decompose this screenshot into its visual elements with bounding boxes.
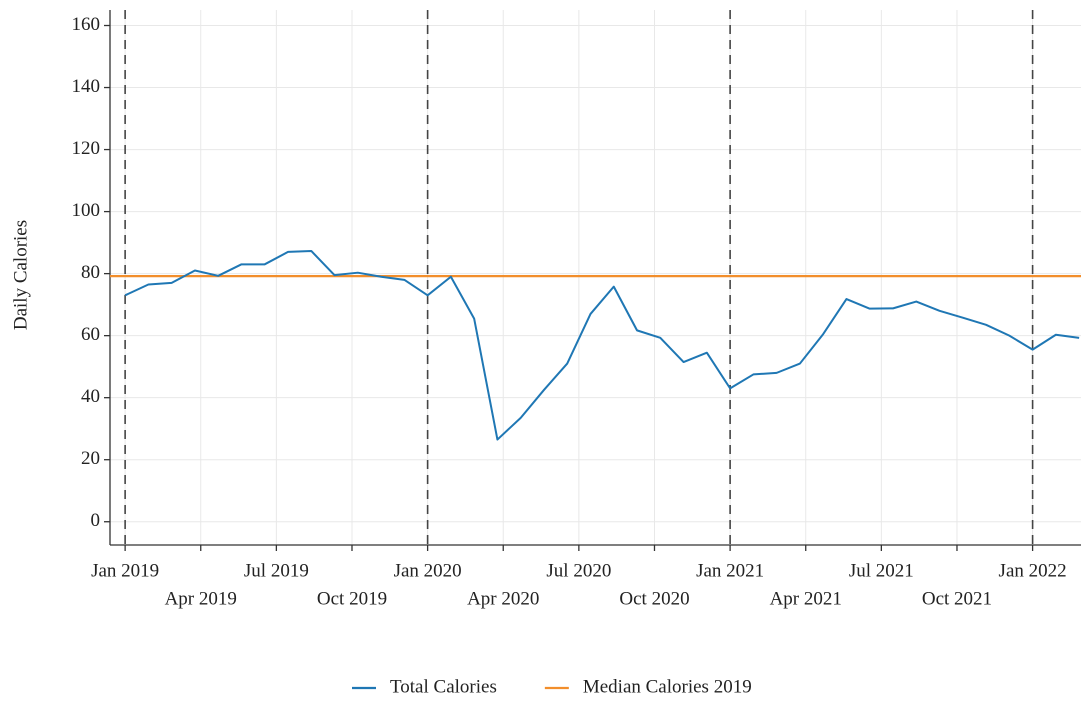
data-line [124, 249, 1080, 441]
y-tick-label: 160 [72, 14, 101, 35]
y-tick-label: 40 [81, 386, 100, 407]
y-tick-label: 120 [72, 138, 101, 159]
x-tick-label: Jan 2019 [91, 560, 159, 581]
x-tick-label: Apr 2019 [165, 588, 237, 609]
x-tick-label: Jan 2020 [394, 560, 462, 581]
x-tick-label: Jan 2021 [696, 560, 764, 581]
x-tick-label: Jul 2020 [546, 560, 611, 581]
y-tick-label: 20 [81, 448, 100, 469]
x-tick-label: Apr 2021 [770, 588, 842, 609]
y-tick-label: 60 [81, 324, 100, 345]
y-tick-label: 140 [72, 76, 101, 97]
x-tick-label: Oct 2019 [317, 588, 387, 609]
x-tick-label: Oct 2021 [922, 588, 992, 609]
x-tick-label: Oct 2020 [619, 588, 689, 609]
y-tick-label: 80 [81, 262, 100, 283]
x-tick-label: Jul 2019 [244, 560, 309, 581]
y-axis-label: Daily Calories [10, 220, 31, 330]
x-tick-label: Jul 2021 [849, 560, 914, 581]
y-tick-label: 100 [72, 200, 101, 221]
x-tick-label: Apr 2020 [467, 588, 539, 609]
x-tick-label: Jan 2022 [999, 560, 1067, 581]
legend-label: Total Calories [390, 676, 497, 697]
y-tick-label: 0 [91, 510, 101, 531]
legend-label: Median Calories 2019 [583, 676, 752, 697]
